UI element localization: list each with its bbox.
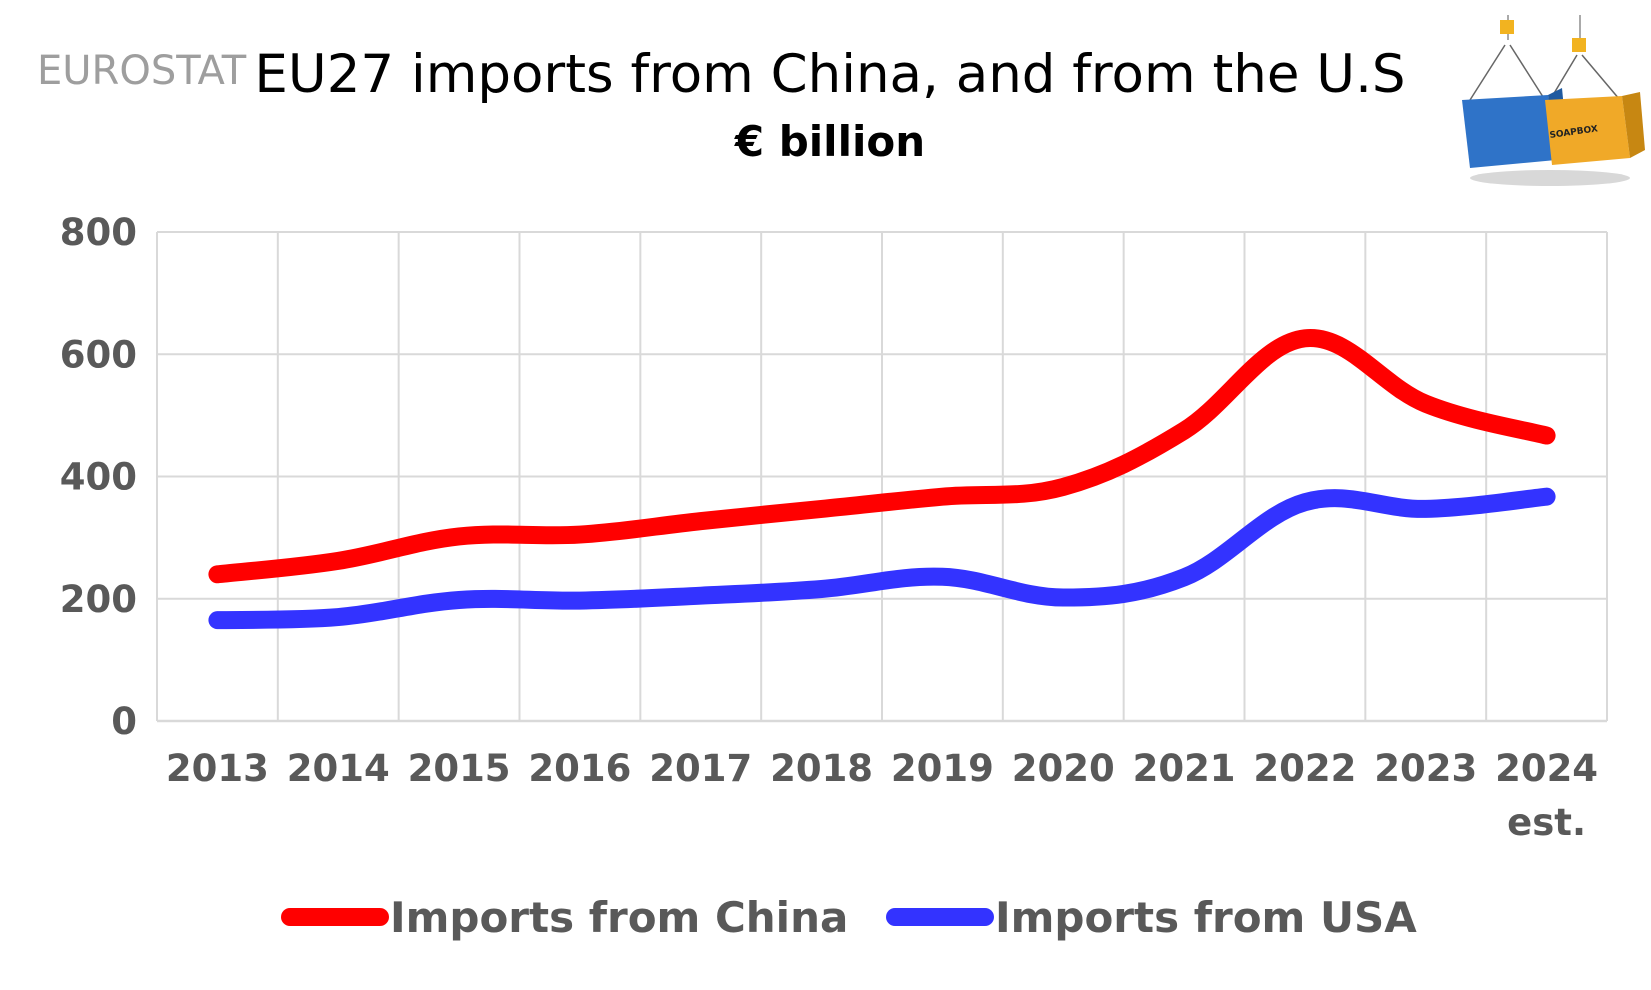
source-label: EUROSTAT [37, 48, 247, 94]
x-tick-label: 2022 [1253, 747, 1356, 790]
x-tick-label: 2015 [408, 747, 511, 790]
x-tick-label: 2014 [287, 747, 390, 790]
x-tick-label: 2013 [166, 747, 269, 790]
x-tick-label: 2017 [649, 747, 752, 790]
x-tick-sublabel: est. [1507, 801, 1586, 844]
x-tick-label: 2016 [528, 747, 631, 790]
x-tick-label: 2021 [1133, 747, 1236, 790]
x-tick-label: 2023 [1374, 747, 1477, 790]
legend: Imports from China Imports from USA [281, 893, 1417, 942]
y-tick-label: 600 [60, 333, 137, 376]
x-tick-label: 2019 [891, 747, 994, 790]
y-tick-label: 800 [60, 211, 137, 254]
y-tick-label: 200 [60, 578, 137, 621]
legend-label-imports-from-china: Imports from China [390, 893, 848, 942]
chart-subtitle: € billion [734, 117, 925, 166]
plot-area: 0 200 400 600 800 2013 2014 2015 2016 2017 2018 201… [60, 211, 1608, 844]
y-tick-label: 400 [60, 456, 137, 499]
x-tick-label: 2020 [1012, 747, 1115, 790]
y-tick-label: 0 [111, 700, 137, 743]
series-line-imports-from-china [208, 329, 1556, 584]
series-line-imports-from-usa [208, 487, 1556, 630]
containers-logo: SOAPBOX [1462, 15, 1645, 186]
legend-label-imports-from-usa: Imports from USA [995, 893, 1417, 942]
chart-title: EU27 imports from China, and from the U.… [254, 44, 1405, 105]
x-tick-label: 2024 [1495, 747, 1598, 790]
x-tick-label: 2018 [770, 747, 873, 790]
